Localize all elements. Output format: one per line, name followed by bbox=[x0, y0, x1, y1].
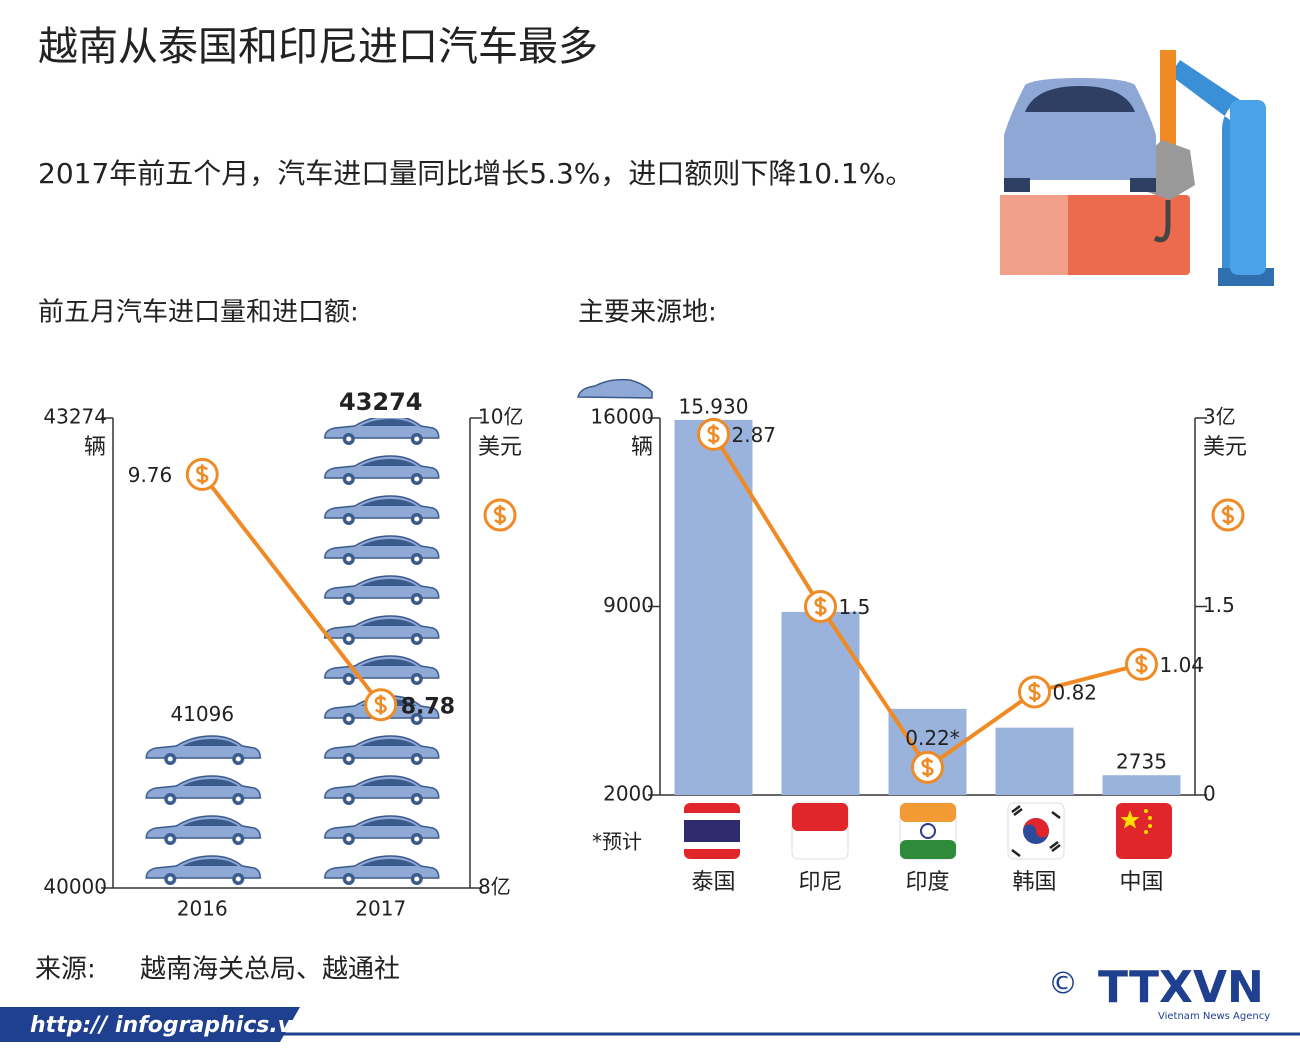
url: http:// infographics.vn bbox=[30, 1013, 308, 1038]
y-axis-label: 辆 bbox=[631, 435, 653, 460]
y2-axis-label: 美元 bbox=[1203, 435, 1247, 460]
y2-tick-label: 0 bbox=[1203, 782, 1216, 806]
dollar-icon bbox=[483, 498, 517, 532]
crane-column bbox=[1230, 100, 1266, 275]
flag-thailand bbox=[684, 803, 740, 859]
flag-indonesia bbox=[791, 802, 849, 860]
note: *预计 bbox=[592, 830, 642, 854]
bar bbox=[781, 611, 860, 795]
source-label: 来源: bbox=[35, 955, 96, 985]
marker-symbol bbox=[196, 464, 209, 485]
bar-value-label: 15.930 bbox=[679, 394, 749, 418]
y-tick-label: 40000 bbox=[43, 875, 107, 899]
dollar-icon bbox=[1211, 498, 1245, 532]
y-axis-label: 辆 bbox=[84, 435, 106, 460]
car-wheel bbox=[1130, 178, 1156, 192]
dollar-marker bbox=[804, 590, 837, 623]
source: 越南海关总局、越通社 bbox=[140, 955, 400, 985]
marker-symbol bbox=[707, 424, 720, 445]
container-door bbox=[1000, 195, 1068, 275]
y2-tick-label: 10亿 bbox=[478, 405, 523, 429]
bar bbox=[1102, 775, 1181, 795]
flags bbox=[684, 802, 1172, 860]
marker-symbol bbox=[374, 694, 387, 715]
bar bbox=[995, 727, 1074, 795]
line-value-label: 0.82 bbox=[1053, 680, 1098, 704]
y2-axis-label: 美元 bbox=[478, 435, 522, 460]
intro: 2017年前五个月，汽车进口量同比增长5.3%，进口额则下降10.1%。 bbox=[38, 157, 914, 190]
flag-china bbox=[1116, 803, 1172, 859]
y-tick-label: 16000 bbox=[590, 405, 654, 429]
y-tick-label: 2000 bbox=[603, 782, 654, 806]
crane-cable bbox=[1160, 50, 1176, 150]
bar bbox=[674, 419, 753, 795]
logo: TTXVN bbox=[1098, 962, 1264, 1013]
bar-value-label: 2735 bbox=[1116, 750, 1167, 774]
x-tick-label: 印尼 bbox=[798, 870, 842, 895]
y2-tick-label: 8亿 bbox=[478, 875, 511, 899]
flag-korea bbox=[1007, 802, 1065, 860]
copyright: © bbox=[1048, 967, 1078, 1002]
x-tick-label: 印度 bbox=[905, 870, 949, 895]
x-tick-label: 中国 bbox=[1119, 870, 1163, 895]
marker-symbol bbox=[1028, 681, 1041, 702]
car-icon bbox=[577, 378, 653, 399]
car-windshield bbox=[1025, 86, 1135, 112]
marker-symbol bbox=[921, 757, 934, 778]
dollar-marker bbox=[911, 750, 944, 784]
dollar-marker bbox=[364, 688, 398, 722]
line-value-label: 0.22* bbox=[905, 726, 960, 750]
y2-tick-label: 3亿 bbox=[1203, 405, 1236, 429]
line-value-label: 1.5 bbox=[839, 595, 871, 619]
crane-arm bbox=[1170, 60, 1240, 285]
y2-tick-label: 1.5 bbox=[1203, 593, 1235, 617]
page-title: 越南从泰国和印尼进口汽车最多 bbox=[38, 24, 598, 70]
dollar-marker bbox=[1018, 675, 1051, 709]
logo-subtitle: Vietnam News Agency bbox=[1158, 1011, 1270, 1022]
y-tick-label: 43274 bbox=[43, 405, 107, 429]
dollar-marker bbox=[1125, 647, 1158, 681]
x-tick-label: 泰国 bbox=[691, 870, 735, 895]
bar bbox=[142, 730, 263, 888]
chart-title: 前五月汽车进口量和进口额: bbox=[38, 298, 359, 328]
marker-symbol bbox=[814, 596, 827, 617]
x-tick-label: 2016 bbox=[177, 897, 228, 921]
line-value-label: 1.04 bbox=[1160, 653, 1205, 677]
y-tick-label: 9000 bbox=[603, 593, 654, 617]
x-tick-label: 2017 bbox=[355, 897, 406, 921]
line-value-label: 8.78 bbox=[401, 695, 455, 720]
dollar-marker bbox=[697, 417, 730, 451]
line bbox=[200, 473, 383, 706]
bar-value-label: 43274 bbox=[339, 388, 423, 416]
url-banner bbox=[0, 1007, 300, 1042]
crane-hook bbox=[1153, 200, 1171, 243]
marker-symbol bbox=[1135, 654, 1148, 675]
dollar-marker bbox=[185, 457, 219, 491]
line-value-label: 9.76 bbox=[128, 463, 173, 487]
car-wheel bbox=[1004, 178, 1030, 192]
flag-india bbox=[899, 802, 957, 860]
line-value-label: 2.87 bbox=[732, 423, 777, 447]
illustration bbox=[1000, 50, 1274, 286]
chart-title: 主要来源地: bbox=[578, 298, 717, 328]
x-tick-label: 韩国 bbox=[1012, 870, 1056, 895]
bar-value-label: 41096 bbox=[170, 702, 234, 726]
